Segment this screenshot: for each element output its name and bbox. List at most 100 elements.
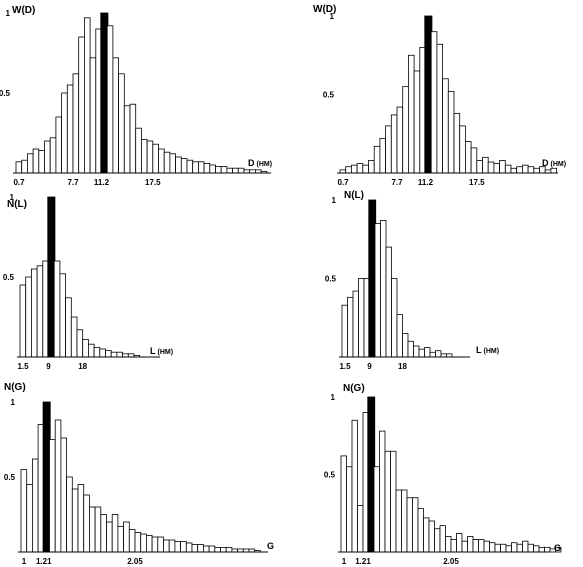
- histogram-bar: [412, 497, 419, 553]
- histogram-bar: [112, 57, 120, 174]
- histogram-bar: [527, 543, 534, 553]
- x-tick-label: 9: [367, 362, 372, 371]
- histogram-bar: [511, 542, 518, 553]
- histogram-bar: [20, 469, 28, 553]
- x-axis-label: L (HM): [476, 345, 499, 355]
- histogram-bar: [340, 455, 347, 553]
- histogram-bar: [197, 161, 205, 174]
- histogram-bar: [478, 539, 485, 553]
- histogram-bar: [49, 439, 56, 553]
- histogram-panel-nl-left: N(L)1 0.5 1.5 9 18 L (HM): [3, 193, 173, 371]
- y-tick-label: 0.5: [4, 473, 16, 482]
- histogram-bar: [396, 106, 404, 174]
- histogram-bar: [373, 466, 380, 553]
- x-tick-label: 17.5: [469, 178, 485, 187]
- histogram-bar: [100, 514, 107, 553]
- histogram-bar: [65, 297, 72, 358]
- histogram-bar: [61, 92, 68, 174]
- histogram-bar: [368, 160, 375, 174]
- x-tick-label: 2.05: [127, 557, 143, 566]
- x-tick-label: 0.7: [337, 178, 349, 187]
- histogram-bar: [25, 276, 32, 358]
- histogram-bar: [476, 160, 483, 174]
- histogram-bar: [220, 547, 227, 553]
- histogram-bar: [380, 220, 387, 358]
- y-axis-label: N(L): [7, 199, 27, 210]
- histogram-bar: [527, 166, 535, 174]
- x-axis-label: D (HM): [248, 158, 272, 168]
- histogram-bar: [157, 536, 164, 553]
- histogram-bar: [347, 296, 354, 358]
- histogram-bar: [106, 521, 113, 553]
- x-axis-label: G: [554, 543, 561, 553]
- histogram-bar: [379, 430, 386, 553]
- histogram-bar: [487, 161, 495, 174]
- histogram-bar: [225, 547, 233, 553]
- histogram-bar: [202, 545, 210, 553]
- histogram-bar: [538, 546, 545, 553]
- y-tick-label: 1: [331, 393, 336, 402]
- histogram-bar: [44, 140, 51, 174]
- histogram-bar: [192, 161, 199, 174]
- histogram-bar: [32, 148, 40, 174]
- histogram-bar: [351, 419, 358, 553]
- x-tick-label: 18: [78, 362, 87, 371]
- histogram-bar: [456, 533, 463, 553]
- histogram-bar: [38, 150, 45, 174]
- histogram-bar: [489, 542, 496, 553]
- histogram-bar: [373, 145, 381, 174]
- histogram-bar: [168, 539, 176, 553]
- histogram-bar: [70, 316, 78, 358]
- histogram-bar: [453, 112, 461, 174]
- histogram-bar: [350, 164, 358, 174]
- histogram-bar: [163, 539, 170, 553]
- histogram-bar: [93, 346, 101, 358]
- histogram-panel-wd-right: W(D)1 0.5 0.7 7.7 11.2 17.5 D (HM): [313, 4, 566, 187]
- x-tick-label: 1.21: [355, 557, 371, 566]
- histogram-bar: [151, 536, 159, 553]
- histogram-bar: [111, 514, 119, 553]
- histogram-bar: [429, 351, 436, 358]
- histogram-bar: [152, 143, 159, 174]
- y-tick-label: 0.5: [323, 91, 335, 100]
- histogram-bar: [450, 539, 457, 553]
- histogram-bar: [215, 166, 222, 174]
- histogram-bar: [21, 159, 28, 174]
- histogram-bar: [59, 273, 67, 358]
- histogram-bar: [26, 153, 34, 174]
- histogram-bar: [71, 488, 79, 553]
- histogram-bar: [407, 54, 415, 174]
- x-tick-label: 1.21: [36, 557, 52, 566]
- histogram-bar: [459, 125, 466, 174]
- histogram-bar: [76, 329, 84, 358]
- y-axis-label: W(D): [12, 5, 35, 16]
- x-axis-label: G: [267, 541, 274, 551]
- x-tick-label: 7.7: [391, 178, 403, 187]
- histogram-bar: [522, 164, 529, 174]
- histogram-bar: [379, 138, 386, 174]
- histogram-bar: [522, 540, 529, 553]
- histogram-bar: [499, 160, 506, 174]
- histogram-bar: [533, 545, 540, 553]
- histogram-bar: [555, 546, 562, 553]
- y-axis-label: W(D): [313, 4, 336, 15]
- histogram-bar: [516, 166, 523, 174]
- histogram-bar: [169, 153, 176, 174]
- x-tick-label: 11.2: [418, 178, 434, 187]
- x-axis-unit: (HM): [551, 161, 567, 168]
- y-tick-label: 1: [330, 12, 335, 21]
- histogram-bar: [66, 84, 74, 174]
- histogram-bar: [19, 284, 27, 358]
- histogram-bar: [396, 314, 403, 358]
- x-tick-label: 1.5: [339, 362, 351, 371]
- histogram-bar: [174, 541, 181, 553]
- x-axis-unit: (HM): [484, 348, 500, 355]
- histogram-bar: [118, 73, 125, 174]
- histogram-bar: [26, 484, 33, 553]
- histogram-bar: [345, 166, 352, 174]
- histogram-bar: [145, 535, 153, 553]
- histogram-bar: [106, 25, 114, 174]
- y-axis-label: N(G): [343, 383, 365, 394]
- x-tick-label: 0.7: [13, 178, 25, 187]
- histogram-bar: [158, 148, 165, 174]
